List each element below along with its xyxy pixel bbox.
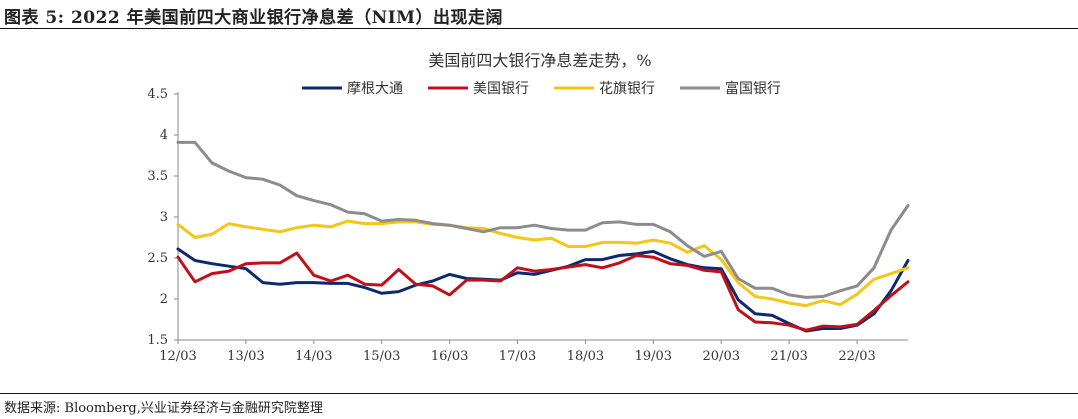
- x-tick-label: 15/03: [363, 349, 400, 364]
- x-tick-label: 20/03: [703, 349, 740, 364]
- y-tick-label: 4: [160, 128, 168, 143]
- x-tick-label: 16/03: [431, 349, 468, 364]
- line-chart: 美国前四大银行净息差走势，% 摩根大通 美国银行 花旗银行 富国银行 1.5 2 2.5 3…: [147, 51, 910, 364]
- y-tick-label: 4.5: [147, 87, 168, 102]
- x-tick-label: 14/03: [295, 349, 332, 364]
- x-tick-label: 21/03: [770, 349, 807, 364]
- x-tick-label: 19/03: [635, 349, 672, 364]
- x-tick-label: 22/03: [838, 349, 875, 364]
- chart-title: 美国前四大银行净息差走势，%: [428, 51, 651, 70]
- legend-label-boa: 美国银行: [473, 81, 529, 97]
- y-tick-label: 2.5: [147, 251, 168, 266]
- y-tick-label: 3: [160, 210, 168, 225]
- series-line-boa: [176, 251, 910, 332]
- x-tick-label: 13/03: [227, 349, 264, 364]
- series-line-citi: [176, 219, 910, 308]
- top-rule: [0, 28, 1078, 29]
- chart-axes: 1.5 2 2.5 3 3.5 4 4.5 12/03 13/03 14/03 15/03 16/03…: [147, 87, 908, 364]
- legend-label-jpm: 摩根大通: [347, 80, 403, 97]
- legend-label-wells: 富国银行: [725, 80, 781, 97]
- series-line-jpm: [176, 247, 910, 333]
- series-line-wells: [176, 140, 910, 299]
- x-tick-label: 17/03: [499, 349, 536, 364]
- x-tick-label: 18/03: [567, 349, 604, 364]
- y-tick-label: 1.5: [147, 333, 168, 348]
- x-tick-label: 12/03: [159, 349, 196, 364]
- chart-series: [176, 140, 910, 333]
- y-tick-label: 3.5: [147, 169, 168, 184]
- figure-title: 图表 5: 2022 年美国前四大商业银行净息差（NIM）出现走阔: [4, 8, 503, 28]
- source-note: 数据来源: Bloomberg,兴业证券经济与金融研究院整理: [4, 401, 323, 416]
- legend-label-citi: 花旗银行: [599, 81, 655, 97]
- y-tick-label: 2: [160, 292, 168, 307]
- chart-legend: 摩根大通 美国银行 花旗银行 富国银行: [302, 80, 781, 97]
- bottom-rule: [0, 393, 1078, 394]
